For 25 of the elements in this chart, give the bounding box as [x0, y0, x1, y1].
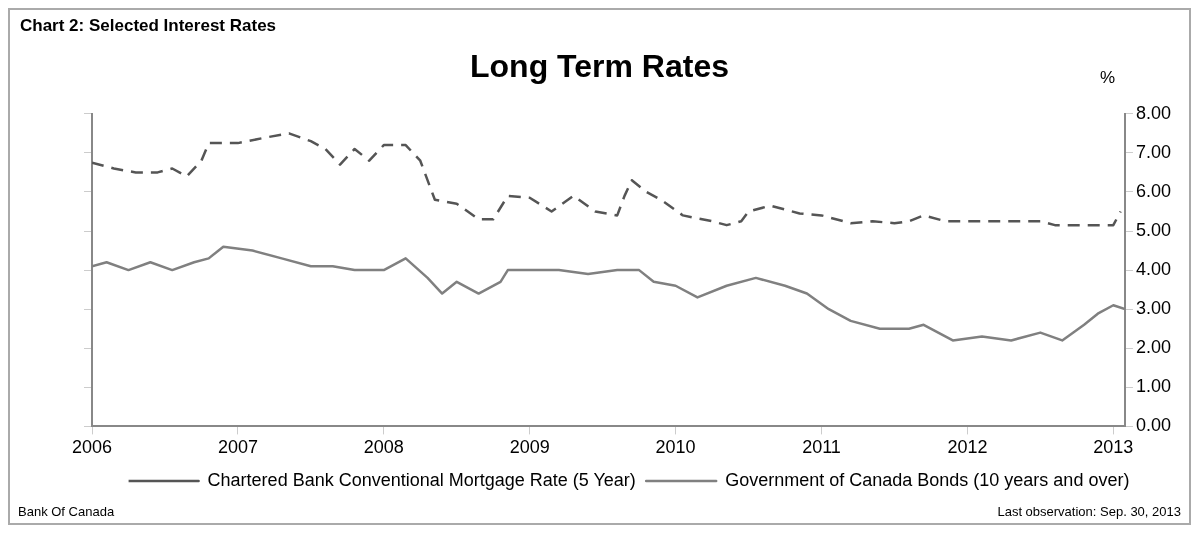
x-tick-label: 2011 — [802, 437, 841, 458]
y-tick-label: 7.00 — [1135, 141, 1172, 162]
x-tick-label: 2010 — [655, 437, 696, 458]
y-tick-label: 2.00 — [1135, 337, 1172, 358]
text: Last observation: Sep. 30, 2013 — [997, 504, 1181, 519]
chart-subtitle: Long Term Rates — [470, 48, 729, 84]
y-tick-label: 3.00 — [1135, 298, 1172, 319]
y-tick-label: 8.00 — [1135, 102, 1172, 123]
chart-title: Chart 2: Selected Interest Rates — [20, 16, 277, 36]
line-series — [92, 132, 1122, 227]
x-tick-label: 2012 — [947, 437, 988, 458]
x-tick-label: 2008 — [363, 437, 404, 458]
y-tick-label: 1.00 — [1135, 376, 1172, 397]
y-tick-label: 6.00 — [1135, 180, 1172, 201]
x-tick-label: 2013 — [1093, 437, 1134, 458]
x-tick-label: 2006 — [71, 437, 113, 458]
x-tick-label: 2007 — [217, 437, 258, 458]
legend-label: Chartered Bank Conventional Mortgage Rate (5 Year) — [207, 469, 636, 490]
y-tick-label: 0.00 — [1135, 415, 1172, 436]
legend-label: Government of Canada Bonds (10 years and over) — [725, 469, 1130, 490]
y-tick-label: 4.00 — [1135, 259, 1172, 280]
y-tick-label: 5.00 — [1135, 219, 1172, 240]
y-axis-title: % — [1100, 68, 1116, 88]
x-tick-label: 2009 — [509, 437, 550, 458]
text: Bank Of Canada — [18, 504, 115, 519]
